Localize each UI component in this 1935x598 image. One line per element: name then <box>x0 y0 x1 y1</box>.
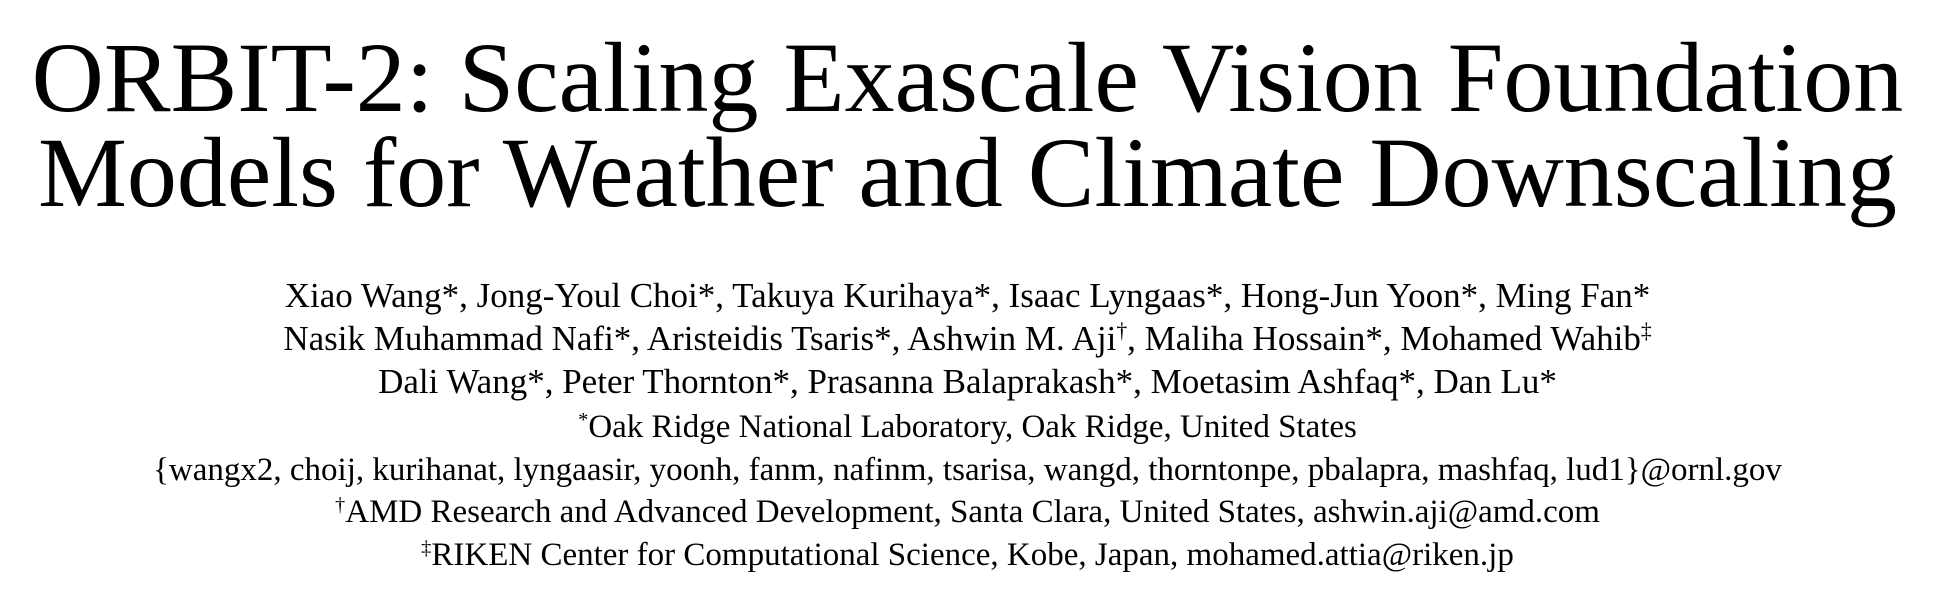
paper-title-line-1: ORBIT-2: Scaling Exascale Vision Foundat… <box>31 22 1904 133</box>
affiliation-riken-mark: ‡ <box>421 536 432 559</box>
affiliation-ornl-emails: {wangx2, choij, kurihanat, lyngaasir, yo… <box>153 452 1782 488</box>
author-list-line-1: Xiao Wang*, Jong-Youl Choi*, Takuya Kuri… <box>284 276 1651 315</box>
affiliation-ornl-text: Oak Ridge National Laboratory, Oak Ridge… <box>588 409 1357 445</box>
affiliation-dagger-mark: † <box>1116 319 1128 344</box>
affiliation-amd-mark: † <box>335 493 346 516</box>
author-list-line-2-part-1: Nasik Muhammad Nafi*, Aristeidis Tsaris*… <box>283 319 1117 358</box>
affiliation-riken-text: RIKEN Center for Computational Science, … <box>431 537 1514 573</box>
affiliation-double-dagger-mark: ‡ <box>1640 319 1652 344</box>
affiliation-ornl-mark: * <box>578 408 589 431</box>
affiliation-amd-text: AMD Research and Advanced Development, S… <box>345 494 1600 530</box>
affiliation-riken: ‡RIKEN Center for Computational Science,… <box>0 534 1935 576</box>
affiliation-ornl: *Oak Ridge National Laboratory, Oak Ridg… <box>0 406 1935 448</box>
affiliation-amd: †AMD Research and Advanced Development, … <box>0 491 1935 533</box>
author-list-line-2-part-2: , Maliha Hossain*, Mohamed Wahib <box>1127 319 1641 358</box>
author-list-line-3: Dali Wang*, Peter Thornton*, Prasanna Ba… <box>378 362 1557 401</box>
author-list-line-2: Nasik Muhammad Nafi*, Aristeidis Tsaris*… <box>0 318 1935 360</box>
paper-title-line-2: Models for Weather and Climate Downscali… <box>37 117 1898 228</box>
